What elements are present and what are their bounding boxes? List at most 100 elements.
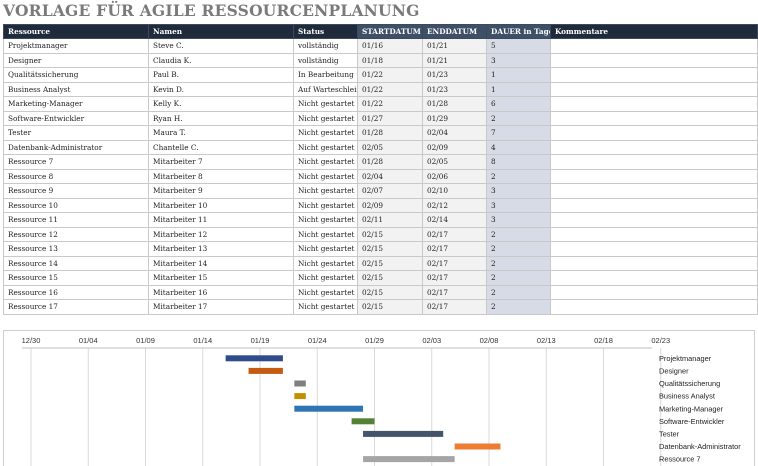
cell-status[interactable]: Nicht gestartet [293, 110, 358, 126]
cell-duration[interactable]: 2 [486, 110, 551, 126]
cell-comments[interactable] [550, 168, 758, 184]
cell-name[interactable]: Ryan H. [148, 110, 294, 126]
cell-comments[interactable] [550, 139, 758, 155]
cell-start-date[interactable]: 01/18 [357, 52, 423, 68]
cell-status[interactable]: Nicht gestartet [293, 183, 358, 199]
cell-start-date[interactable]: 02/04 [357, 168, 423, 184]
cell-status[interactable]: Auf Warteschleife [293, 81, 358, 97]
cell-resource[interactable]: Ressource 17 [3, 299, 149, 315]
cell-start-date[interactable]: 01/28 [357, 154, 423, 170]
cell-duration[interactable]: 2 [486, 226, 551, 242]
cell-end-date[interactable]: 02/17 [422, 255, 487, 271]
cell-end-date[interactable]: 01/29 [422, 110, 487, 126]
cell-resource[interactable]: Business Analyst [3, 81, 149, 97]
cell-name[interactable]: Paul B. [148, 67, 294, 83]
cell-duration[interactable]: 3 [486, 212, 551, 228]
cell-start-date[interactable]: 02/15 [357, 255, 423, 271]
cell-start-date[interactable]: 02/15 [357, 284, 423, 300]
cell-start-date[interactable]: 01/28 [357, 125, 423, 141]
cell-resource[interactable]: Ressource 12 [3, 226, 149, 242]
cell-resource[interactable]: Ressource 13 [3, 241, 149, 257]
cell-status[interactable]: Nicht gestartet [293, 255, 358, 271]
cell-status[interactable]: Nicht gestartet [293, 299, 358, 315]
cell-name[interactable]: Kelly K. [148, 96, 294, 112]
cell-comments[interactable] [550, 212, 758, 228]
cell-duration[interactable]: 2 [486, 284, 551, 300]
cell-resource[interactable]: Qualitätssicherung [3, 67, 149, 83]
cell-end-date[interactable]: 02/17 [422, 284, 487, 300]
cell-status[interactable]: Nicht gestartet [293, 284, 358, 300]
cell-start-date[interactable]: 02/07 [357, 183, 423, 199]
cell-name[interactable]: Mitarbeiter 7 [148, 154, 294, 170]
cell-end-date[interactable]: 02/09 [422, 139, 487, 155]
cell-end-date[interactable]: 01/23 [422, 81, 487, 97]
cell-duration[interactable]: 5 [486, 38, 551, 54]
cell-status[interactable]: Nicht gestartet [293, 270, 358, 286]
cell-duration[interactable]: 2 [486, 270, 551, 286]
cell-duration[interactable]: 2 [486, 299, 551, 315]
cell-duration[interactable]: 2 [486, 255, 551, 271]
cell-comments[interactable] [550, 241, 758, 257]
cell-start-date[interactable]: 02/15 [357, 226, 423, 242]
cell-name[interactable]: Kevin D. [148, 81, 294, 97]
cell-end-date[interactable]: 02/14 [422, 212, 487, 228]
cell-resource[interactable]: Ressource 8 [3, 168, 149, 184]
cell-resource[interactable]: Projektmanager [3, 38, 149, 54]
cell-resource[interactable]: Ressource 7 [3, 154, 149, 170]
cell-resource[interactable]: Ressource 11 [3, 212, 149, 228]
cell-resource[interactable]: Designer [3, 52, 149, 68]
cell-start-date[interactable]: 02/11 [357, 212, 423, 228]
cell-resource[interactable]: Ressource 10 [3, 197, 149, 213]
cell-status[interactable]: Nicht gestartet [293, 197, 358, 213]
cell-comments[interactable] [550, 81, 758, 97]
cell-comments[interactable] [550, 110, 758, 126]
cell-end-date[interactable]: 02/05 [422, 154, 487, 170]
cell-resource[interactable]: Ressource 9 [3, 183, 149, 199]
cell-duration[interactable]: 1 [486, 81, 551, 97]
cell-duration[interactable]: 1 [486, 67, 551, 83]
cell-status[interactable]: Nicht gestartet [293, 212, 358, 228]
cell-end-date[interactable]: 02/04 [422, 125, 487, 141]
cell-status[interactable]: Nicht gestartet [293, 241, 358, 257]
cell-name[interactable]: Mitarbeiter 17 [148, 299, 294, 315]
cell-resource[interactable]: Ressource 15 [3, 270, 149, 286]
cell-name[interactable]: Mitarbeiter 11 [148, 212, 294, 228]
cell-status[interactable]: Nicht gestartet [293, 96, 358, 112]
cell-name[interactable]: Mitarbeiter 15 [148, 270, 294, 286]
cell-end-date[interactable]: 02/17 [422, 241, 487, 257]
cell-start-date[interactable]: 01/22 [357, 67, 423, 83]
cell-name[interactable]: Chantelle C. [148, 139, 294, 155]
cell-duration[interactable]: 3 [486, 197, 551, 213]
cell-start-date[interactable]: 02/15 [357, 299, 423, 315]
cell-comments[interactable] [550, 67, 758, 83]
cell-end-date[interactable]: 02/17 [422, 299, 487, 315]
cell-status[interactable]: Nicht gestartet [293, 125, 358, 141]
cell-name[interactable]: Claudia K. [148, 52, 294, 68]
cell-start-date[interactable]: 01/22 [357, 96, 423, 112]
cell-resource[interactable]: Tester [3, 125, 149, 141]
cell-comments[interactable] [550, 183, 758, 199]
cell-end-date[interactable]: 01/21 [422, 52, 487, 68]
cell-status[interactable]: vollständig [293, 38, 358, 54]
cell-status[interactable]: vollständig [293, 52, 358, 68]
cell-comments[interactable] [550, 38, 758, 54]
cell-comments[interactable] [550, 52, 758, 68]
cell-start-date[interactable]: 02/15 [357, 270, 423, 286]
cell-comments[interactable] [550, 226, 758, 242]
cell-duration[interactable]: 3 [486, 183, 551, 199]
cell-comments[interactable] [550, 299, 758, 315]
cell-start-date[interactable]: 02/15 [357, 241, 423, 257]
cell-duration[interactable]: 7 [486, 125, 551, 141]
cell-duration[interactable]: 2 [486, 241, 551, 257]
cell-status[interactable]: Nicht gestartet [293, 226, 358, 242]
cell-end-date[interactable]: 02/12 [422, 197, 487, 213]
cell-name[interactable]: Mitarbeiter 14 [148, 255, 294, 271]
cell-resource[interactable]: Datenbank-Administrator [3, 139, 149, 155]
cell-resource[interactable]: Ressource 14 [3, 255, 149, 271]
cell-duration[interactable]: 2 [486, 168, 551, 184]
cell-comments[interactable] [550, 284, 758, 300]
cell-start-date[interactable]: 02/09 [357, 197, 423, 213]
cell-comments[interactable] [550, 270, 758, 286]
cell-start-date[interactable]: 01/22 [357, 81, 423, 97]
cell-name[interactable]: Mitarbeiter 10 [148, 197, 294, 213]
